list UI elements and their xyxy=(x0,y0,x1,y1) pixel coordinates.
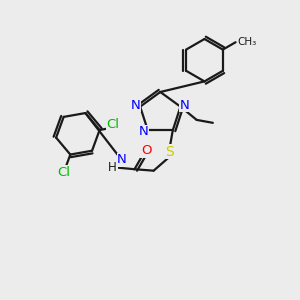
Text: H: H xyxy=(108,161,117,174)
Text: Cl: Cl xyxy=(107,118,120,131)
Text: Cl: Cl xyxy=(57,166,70,179)
Text: N: N xyxy=(139,125,148,138)
Text: S: S xyxy=(165,145,174,158)
Text: CH₃: CH₃ xyxy=(237,37,256,47)
Text: N: N xyxy=(131,99,141,112)
Text: N: N xyxy=(117,153,127,166)
Text: O: O xyxy=(141,144,152,157)
Text: N: N xyxy=(180,99,190,112)
